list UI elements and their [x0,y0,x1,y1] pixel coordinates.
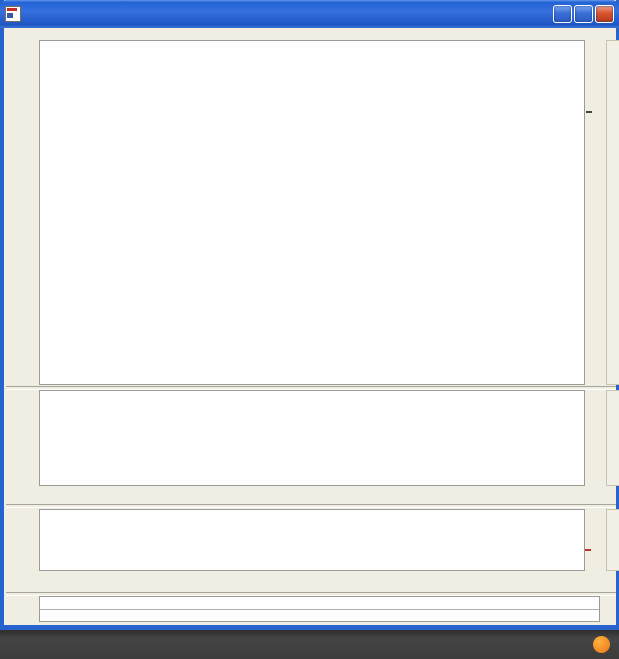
oscillator-canvas[interactable] [39,390,585,486]
watermark-footer [0,630,619,659]
maximize-button[interactable] [574,5,593,23]
volume-canvas[interactable] [39,509,585,571]
close-button[interactable] [595,5,614,23]
date-axis [39,596,600,622]
panel-separator [6,504,616,508]
current-volume-box [585,549,591,551]
title-bar[interactable] [0,0,619,28]
window-icon [5,6,21,22]
volume-scrollbar[interactable] [606,509,619,571]
app-window [0,0,619,630]
main-chart-canvas[interactable] [39,40,585,385]
minimize-button[interactable] [553,5,572,23]
clip2net-logo [589,636,611,653]
main-chart-panel[interactable] [39,40,585,385]
main-scrollbar[interactable] [606,40,619,385]
volume-panel[interactable] [39,509,585,571]
oscillator-scrollbar[interactable] [606,390,619,486]
panel-separator [6,592,616,596]
current-price-box [586,111,592,113]
oscillator-panel[interactable] [39,390,585,486]
panel-separator [6,386,616,390]
